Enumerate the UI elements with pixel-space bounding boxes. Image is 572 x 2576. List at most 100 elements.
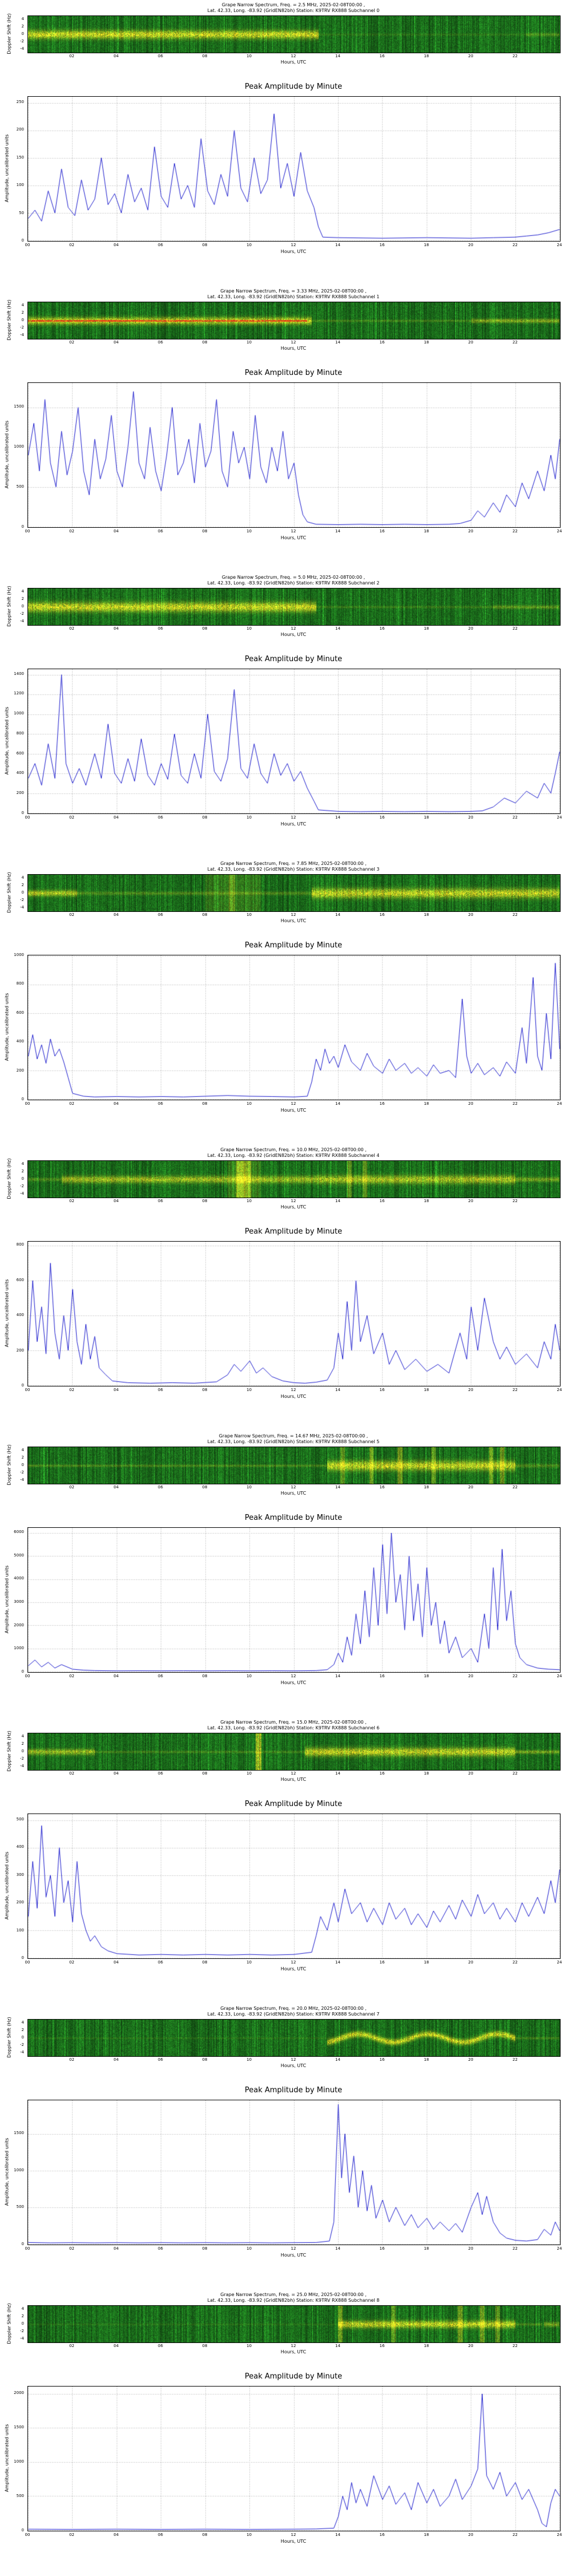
spectrogram-x-tick-label: 12 (291, 1199, 296, 1203)
amplitude-x-axis-label: Hours, UTC (280, 1108, 307, 1113)
spectrogram-x-tick-label: 20 (468, 1771, 474, 1776)
amplitude-x-tick-label: 04 (113, 1101, 119, 1106)
amplitude-x-tick-label: 00 (25, 1674, 30, 1678)
amplitude-y-tick-label: 1000 (14, 2459, 24, 2464)
amplitude-x-tick-label: 18 (424, 2532, 429, 2537)
spectrogram-x-tick-label: 14 (335, 54, 340, 58)
amplitude-title: Peak Amplitude by Minute (244, 82, 343, 91)
spectrogram-x-tick-label: 02 (69, 1199, 74, 1203)
spectrogram-title: Grape Narrow Spectrum, Freq. = 25.0 MHz,… (220, 2292, 367, 2297)
spectrogram-x-tick-label: 10 (247, 626, 252, 631)
amplitude-y-tick-label: 1000 (14, 711, 24, 716)
amplitude-x-tick-label: 22 (513, 1101, 518, 1106)
spectrogram-x-tick-label: 14 (335, 912, 340, 917)
amplitude-y-tick-label: 100 (16, 183, 24, 188)
amplitude-x-tick-label: 12 (291, 1674, 296, 1678)
spectrogram-y-tick-label: -4 (20, 2049, 24, 2055)
amplitude-y-axis-label: Amplitude, uncalibrated units (4, 993, 10, 1061)
amplitude-title: Peak Amplitude by Minute (244, 369, 343, 377)
spectrogram-y-tick-label: 2 (21, 24, 24, 29)
amplitude-y-tick-label: 100 (16, 1927, 24, 1933)
amplitude-y-tick-label: 250 (16, 99, 24, 104)
amplitude-x-tick-label: 12 (291, 529, 296, 534)
spectrogram-title: Grape Narrow Spectrum, Freq. = 7.85 MHz,… (220, 861, 367, 866)
spectrogram-x-tick-label: 02 (69, 2057, 74, 2062)
amplitude-x-tick-label: 24 (557, 1388, 562, 1392)
amplitude-x-tick-label: 12 (291, 2246, 296, 2251)
amplitude-y-tick-label: 5000 (14, 1552, 24, 1558)
amplitude-line-plot (27, 1814, 561, 1959)
amplitude-y-tick-label: 0 (21, 1097, 24, 1101)
amplitude-y-tick-label: 6000 (14, 1530, 24, 1535)
spectrogram-subtitle: Lat. 42.33, Long. -83.92 (GridEN82bh) St… (207, 867, 380, 872)
spectrogram-x-tick-label: 20 (468, 626, 474, 631)
spectrogram-plot (27, 1447, 561, 1484)
spectrogram-x-tick-label: 08 (202, 1485, 208, 1490)
spectrogram-x-tick-label: 16 (379, 54, 385, 58)
amplitude-y-tick-label: 50 (19, 210, 24, 215)
amplitude-y-tick-label: 1400 (14, 671, 24, 676)
amplitude-x-tick-label: 24 (557, 529, 562, 534)
spectrogram-y-tick-label: -4 (20, 332, 24, 337)
spectrogram-x-tick-label: 14 (335, 1771, 340, 1776)
spectrogram-y-tick-label: 2 (21, 1169, 24, 1174)
spectrogram-y-tick-label: 2 (21, 1741, 24, 1747)
amplitude-x-tick-label: 14 (335, 2246, 340, 2251)
amplitude-x-tick-label: 06 (158, 1101, 163, 1106)
amplitude-y-tick-label: 1000 (14, 444, 24, 449)
amplitude-y-axis-label: Amplitude, uncalibrated units (4, 1851, 10, 1920)
spectrogram-x-axis-label: Hours, UTC (280, 1491, 307, 1496)
spectrogram-y-tick-label: -2 (20, 1469, 24, 1475)
amplitude-x-tick-label: 18 (424, 529, 429, 534)
spectrogram-y-tick-label: 4 (21, 875, 24, 880)
amplitude-y-tick-label: 400 (16, 771, 24, 776)
amplitude-x-axis-label: Hours, UTC (280, 1966, 307, 1971)
amplitude-y-tick-label: 800 (16, 981, 24, 986)
amplitude-x-tick-label: 10 (247, 529, 252, 534)
spectrogram-x-tick-label: 04 (113, 1199, 119, 1203)
spectrogram-x-axis-label: Hours, UTC (280, 1204, 307, 1210)
spectrogram-y-tick-label: 0 (21, 318, 24, 322)
spectrogram-y-tick-label: -4 (20, 904, 24, 910)
spectrogram-x-tick-label: 08 (202, 54, 208, 58)
amplitude-x-tick-label: 14 (335, 529, 340, 534)
spectrogram-subtitle: Lat. 42.33, Long. -83.92 (GridEN82bh) St… (207, 580, 380, 586)
amplitude-y-tick-label: 0 (21, 1669, 24, 1674)
amplitude-x-tick-label: 14 (335, 815, 340, 820)
amplitude-x-tick-label: 04 (113, 1674, 119, 1678)
amplitude-y-axis-label: Amplitude, uncalibrated units (4, 2424, 10, 2492)
spectrogram-title: Grape Narrow Spectrum, Freq. = 15.0 MHz,… (220, 1720, 367, 1725)
spectrogram-x-tick-label: 12 (291, 1485, 296, 1490)
amplitude-x-tick-label: 10 (247, 1101, 252, 1106)
spectrogram-x-tick-label: 12 (291, 912, 296, 917)
spectrogram-subtitle: Lat. 42.33, Long. -83.92 (GridEN82bh) St… (207, 1153, 380, 1158)
amplitude-title: Peak Amplitude by Minute (244, 1514, 343, 1522)
amplitude-x-tick-label: 18 (424, 1960, 429, 1965)
amplitude-x-tick-label: 20 (468, 529, 474, 534)
spectrogram-x-tick-label: 12 (291, 2344, 296, 2348)
spectrogram-y-tick-label: -4 (20, 1763, 24, 1768)
amplitude-x-tick-label: 08 (202, 529, 208, 534)
amplitude-y-tick-label: 4000 (14, 1576, 24, 1581)
panel-subchannel-3: Grape Narrow Spectrum, Freq. = 7.85 MHz,… (0, 859, 572, 1145)
amplitude-x-tick-label: 22 (513, 2246, 518, 2251)
spectrogram-x-tick-label: 02 (69, 626, 74, 631)
spectrogram-y-tick-label: -4 (20, 618, 24, 623)
amplitude-x-tick-label: 16 (379, 1101, 385, 1106)
amplitude-x-tick-label: 10 (247, 815, 252, 820)
amplitude-x-tick-label: 14 (335, 2532, 340, 2537)
spectrogram-x-tick-label: 12 (291, 1771, 296, 1776)
spectrogram-x-axis-label: Hours, UTC (280, 2349, 307, 2354)
amplitude-y-tick-label: 0 (21, 1383, 24, 1388)
spectrogram-x-tick-label: 06 (158, 1485, 163, 1490)
amplitude-y-tick-label: 1500 (14, 2425, 24, 2429)
spectrogram-x-tick-label: 10 (247, 2344, 252, 2348)
amplitude-title: Peak Amplitude by Minute (244, 655, 343, 663)
amplitude-x-tick-label: 00 (25, 1101, 30, 1106)
spectrogram-x-tick-label: 22 (513, 1485, 518, 1490)
amplitude-x-tick-label: 22 (513, 1388, 518, 1392)
spectrogram-x-tick-label: 18 (424, 1771, 429, 1776)
amplitude-x-tick-label: 18 (424, 2246, 429, 2251)
amplitude-y-tick-label: 300 (16, 1872, 24, 1877)
amplitude-y-tick-label: 2000 (14, 1622, 24, 1627)
